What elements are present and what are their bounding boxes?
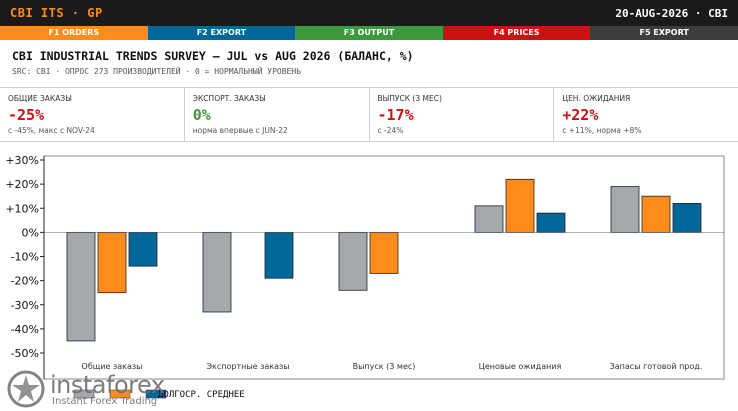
y-tick-label: +30%	[5, 154, 39, 167]
fkey-prices[interactable]: F4 PRICES	[442, 26, 591, 40]
kpi-label: ВЫПУСК (3 МЕС)	[377, 94, 442, 103]
kpi-total-orders: ОБЩИЕ ЗАКАЗЫ -25% с -45%, макс с NOV-24	[0, 88, 185, 141]
kpi-note: норма впервые с JUN-22	[192, 126, 288, 135]
fkey-export-2[interactable]: F5 EXPORT	[590, 26, 738, 40]
balance-bar-chart: +30% +20% +10% 0% -10% -20% -30% -40% -50% Общие …	[5, 154, 725, 400]
bar-series-1	[610, 186, 640, 233]
legend-swatch	[73, 389, 95, 399]
y-tick-label: +20%	[5, 178, 39, 191]
x-category-label: Ценовые ожидания	[479, 362, 562, 371]
bar-series-3	[536, 212, 566, 233]
kpi-note: с +11%, норма +8%	[562, 126, 642, 135]
kpi-value: -17%	[377, 106, 414, 124]
kpi-export-orders: ЭКСПОРТ. ЗАКАЗЫ 0% норма впервые с JUN-2…	[185, 88, 370, 141]
y-tick-label: -30%	[11, 299, 39, 312]
watermark: instaforex Instant Forex Trading	[6, 369, 186, 409]
y-tick-label: -20%	[11, 275, 39, 288]
legend-swatch	[109, 389, 131, 399]
y-tick-label: -50%	[11, 347, 39, 360]
x-category-label: Общие заказы	[82, 362, 143, 371]
header-date: 20-AUG-2026 · CBI	[615, 7, 728, 20]
watermark-name: instaforex	[50, 371, 165, 399]
kpi-value: +22%	[562, 106, 599, 124]
bar-series-2	[97, 231, 127, 294]
terminal-brand: CBI ITS · GP	[10, 6, 103, 20]
fkey-output[interactable]: F3 OUTPUT	[295, 26, 443, 40]
bar-series-2	[369, 231, 399, 274]
x-category-label: Запасы готовой прод.	[610, 362, 703, 371]
watermark-tagline: Instant Forex Trading	[52, 396, 158, 407]
legend-text: ДОЛГОСР. СРЕДНЕЕ	[158, 390, 245, 400]
y-tick-label: 0%	[22, 226, 39, 239]
bar-series-2	[505, 178, 535, 233]
fkey-export[interactable]: F2 EXPORT	[147, 26, 296, 40]
bar-series-1	[66, 231, 96, 342]
legend-swatch	[145, 389, 167, 399]
y-tick-label: +10%	[5, 202, 39, 215]
function-key-bar: F1 ORDERS F2 EXPORT F3 OUTPUT F4 PRICES …	[0, 26, 738, 40]
fkey-orders[interactable]: F1 ORDERS	[0, 26, 148, 40]
x-category-label: Выпуск (3 мес)	[353, 362, 416, 371]
bar-series-3	[672, 203, 702, 233]
kpi-label: ЦЕН. ОЖИДАНИЯ	[562, 94, 631, 103]
kpi-label: ОБЩИЕ ЗАКАЗЫ	[8, 94, 72, 103]
kpi-price-expectations: ЦЕН. ОЖИДАНИЯ +22% с +11%, норма +8%	[554, 88, 738, 141]
bar-series-2	[641, 195, 671, 233]
report-header: CBI INDUSTRIAL TRENDS SURVEY — JUL vs AU…	[0, 40, 738, 88]
kpi-output: ВЫПУСК (3 МЕС) -17% с -24%	[370, 88, 555, 141]
report-subtitle: SRC: CBI · ОПРОС 273 ПРОИЗВОДИТЕЛЕЙ · 0 …	[12, 67, 301, 76]
kpi-strip: ОБЩИЕ ЗАКАЗЫ -25% с -45%, макс с NOV-24 …	[0, 88, 738, 142]
y-tick-label: -10%	[11, 251, 39, 264]
x-category-label: Экспортные заказы	[206, 362, 289, 371]
kpi-note: с -24%	[377, 126, 404, 135]
kpi-note: с -45%, макс с NOV-24	[8, 126, 95, 135]
kpi-label: ЭКСПОРТ. ЗАКАЗЫ	[192, 94, 266, 103]
report-title: CBI INDUSTRIAL TRENDS SURVEY — JUL vs AU…	[12, 49, 414, 63]
bar-series-1	[338, 231, 368, 291]
bar-series-1	[202, 231, 232, 313]
kpi-value: 0%	[192, 106, 211, 124]
bar-series-3	[128, 231, 158, 267]
instaforex-logo-icon	[7, 370, 45, 408]
bar-series-3	[264, 231, 294, 279]
y-tick-label: -40%	[11, 323, 39, 336]
kpi-value: -25%	[8, 106, 45, 124]
bar-series-1	[474, 205, 504, 233]
top-bar: CBI ITS · GP 20-AUG-2026 · CBI	[0, 0, 738, 26]
